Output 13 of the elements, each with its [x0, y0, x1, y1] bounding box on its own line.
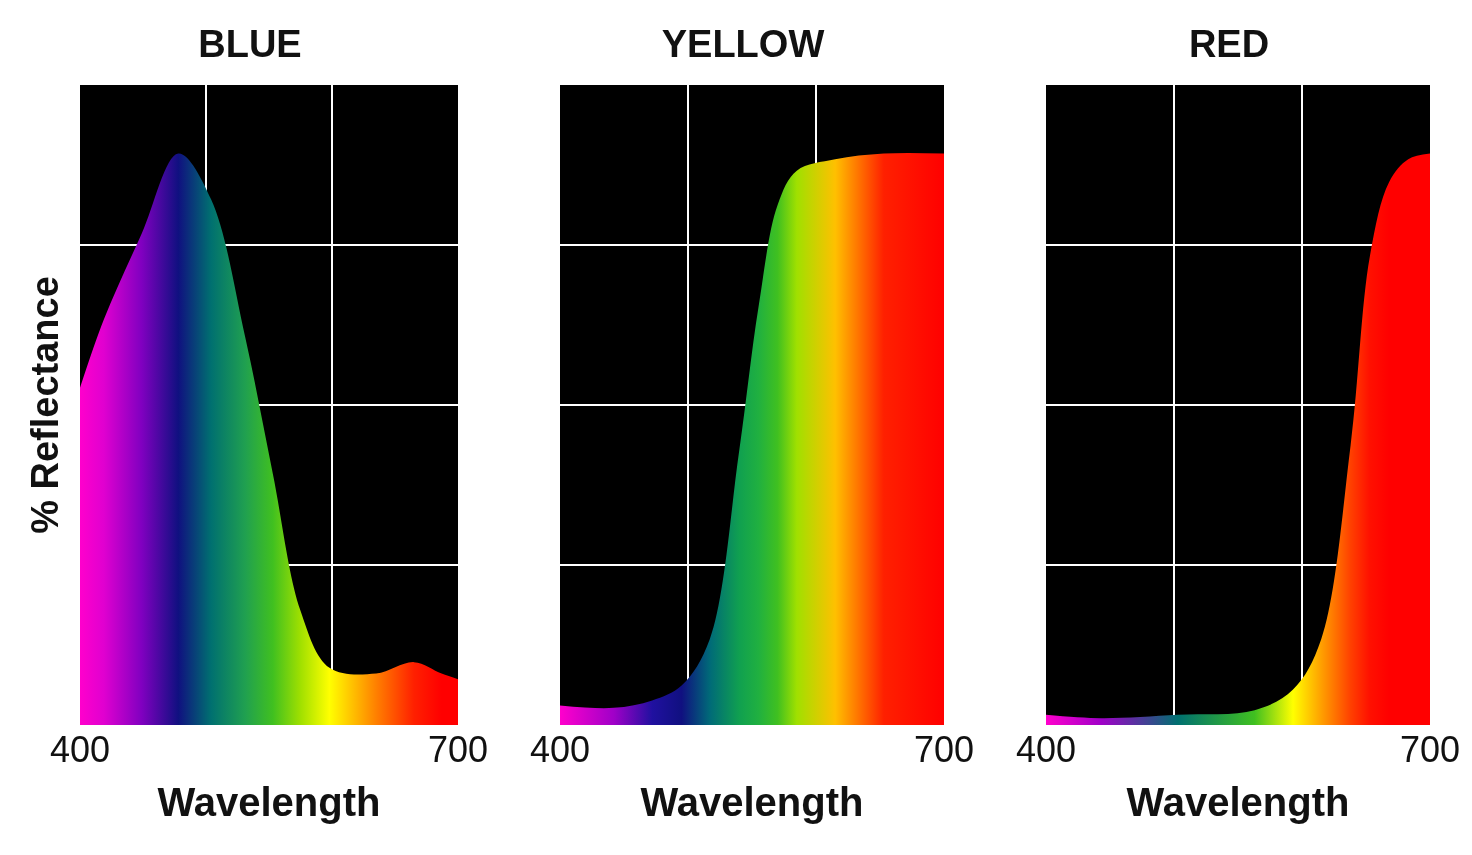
x-tick-label: 700 [427, 729, 489, 770]
x-tick-label: 400 [49, 729, 111, 770]
x-axis-title: Wavelength [640, 779, 864, 824]
x-axis-title: Wavelength [1126, 779, 1350, 824]
x-tick-label: 400 [1015, 729, 1077, 770]
x-tick-label: 700 [913, 729, 975, 770]
chart-title: BLUE [198, 22, 302, 65]
x-tick-label: 400 [529, 729, 591, 770]
chart-title: RED [1188, 22, 1270, 65]
y-axis-title: % Reflectance [24, 276, 67, 534]
x-axis-title: Wavelength [157, 779, 381, 824]
chart-title: YELLOW [661, 22, 825, 65]
x-tick-label: 700 [1399, 729, 1461, 770]
